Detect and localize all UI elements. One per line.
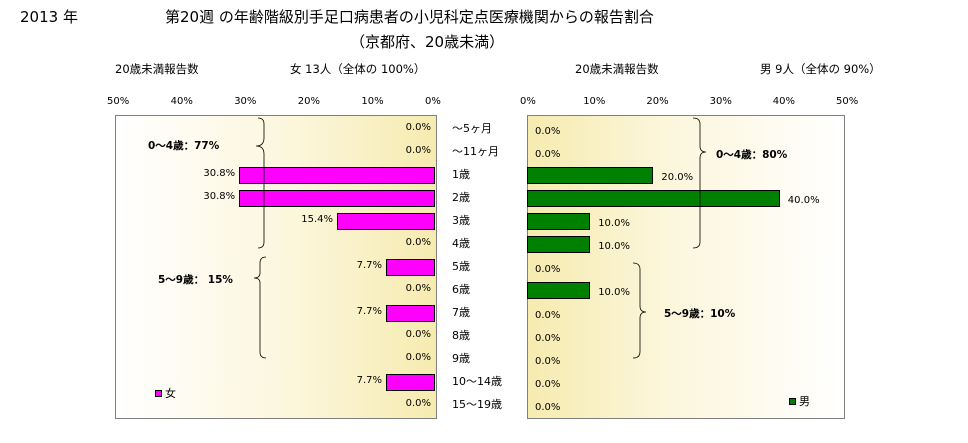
female-legend-label: 女 [165,387,176,400]
female-bar [337,213,435,230]
male-bracket-0-4 [692,117,707,249]
male-annotation-0-4: 0～4歳：80% [716,149,788,161]
female-value-label: 30.8% [203,191,236,202]
male-legend-swatch [789,398,796,405]
category-label: 5歳 [452,260,470,273]
female-value-label: 0.0% [405,398,431,409]
female-bracket-0-4 [255,117,265,249]
female-plot-area [115,115,437,419]
female-bar [239,167,435,184]
female-value-label: 0.0% [405,352,431,363]
category-label: 2歳 [452,191,470,204]
male-value-label: 0.0% [535,402,561,413]
category-label: ～5ヶ月 [452,122,492,135]
male-header-total: 男 9人（全体の 90%） [760,62,881,76]
male-value-label: 10.0% [598,218,630,229]
male-value-label: 0.0% [535,379,561,390]
female-value-label: 0.0% [405,237,431,248]
male-value-label: 0.0% [535,149,561,160]
female-annotation-0-4: 0～4歳：77% [148,140,220,152]
female-bar [386,374,435,391]
male-value-label: 0.0% [535,126,561,137]
female-value-label: 7.7% [356,375,383,386]
male-legend-label: 男 [799,395,810,408]
category-label: 4歳 [452,237,470,250]
female-value-label: 0.0% [405,329,431,340]
category-label: 15～19歳 [452,398,502,411]
male-header-count-label: 20歳未満報告数 [575,62,659,76]
male-bar [527,236,591,253]
chart-subtitle: （京都府、20歳未満） [350,33,505,51]
male-value-label: 10.0% [598,241,630,252]
male-bar [527,190,780,207]
female-x-tick-label: 40% [170,96,193,107]
male-value-label: 20.0% [661,172,694,183]
female-x-tick-label: 10% [361,96,384,107]
category-label: 6歳 [452,283,470,296]
male-annotation-5-9: 5～9歳：10% [664,308,736,320]
female-header-total: 女 13人（全体の 100%） [290,62,426,76]
male-x-tick-label: 50% [836,96,859,107]
male-x-tick-label: 10% [583,96,606,107]
category-label: 3歳 [452,214,470,227]
female-value-label: 15.4% [301,214,334,225]
category-label: 8歳 [452,329,470,342]
female-value-label: 0.0% [405,283,431,294]
male-x-tick-label: 40% [772,96,796,107]
male-value-label: 0.0% [535,310,561,321]
category-label: 7歳 [452,306,470,319]
female-annotation-5-9: 5～9歳： 15% [158,274,233,286]
category-label: ～11ヶ月 [452,145,499,158]
female-x-tick-label: 0% [425,96,441,107]
male-value-label: 0.0% [535,333,561,344]
category-label: 10～14歳 [452,375,502,388]
category-label: 1歳 [452,168,470,181]
male-plot-area [527,115,845,419]
female-value-label: 30.8% [203,168,236,179]
male-bar [527,282,591,299]
female-value-label: 7.7% [356,260,383,271]
male-x-tick-label: 0% [520,96,536,107]
male-bracket-5-9 [632,262,647,359]
female-x-tick-label: 20% [297,96,321,107]
male-bar [527,213,591,230]
male-x-tick-label: 30% [709,96,732,107]
male-bar [527,167,654,184]
category-label: 9歳 [452,352,470,365]
female-value-label: 0.0% [405,122,431,133]
male-x-tick-label: 20% [646,96,669,107]
female-x-tick-label: 30% [234,96,257,107]
male-value-label: 0.0% [535,356,561,367]
year-label: 2013 年 [20,8,78,26]
female-bracket-5-9 [253,256,267,359]
male-value-label: 0.0% [535,264,561,275]
female-value-label: 0.0% [405,145,431,156]
female-bar [386,259,435,276]
female-bar [386,305,435,322]
female-x-tick-label: 50% [107,96,130,107]
chart-title: 第20週 の年齢階級別手足口病患者の小児科定点医療機関からの報告割合 [165,8,654,26]
female-legend-swatch [155,390,162,397]
female-value-label: 7.7% [356,306,383,317]
male-value-label: 10.0% [598,287,630,298]
female-header-count-label: 20歳未満報告数 [115,62,199,76]
male-value-label: 40.0% [787,195,820,206]
female-bar [239,190,435,207]
